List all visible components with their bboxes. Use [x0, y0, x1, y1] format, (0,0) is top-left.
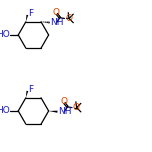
Text: O: O — [60, 97, 67, 106]
Text: O: O — [53, 8, 60, 17]
Polygon shape — [26, 15, 28, 22]
Text: F: F — [28, 85, 33, 94]
Text: F: F — [28, 9, 33, 18]
Text: NH: NH — [58, 107, 71, 116]
Text: HO: HO — [0, 30, 10, 40]
Text: O: O — [73, 103, 80, 112]
Polygon shape — [26, 91, 28, 98]
Text: NH: NH — [50, 18, 64, 27]
Text: HO: HO — [0, 106, 10, 116]
Polygon shape — [49, 111, 58, 113]
Text: O: O — [65, 14, 72, 23]
